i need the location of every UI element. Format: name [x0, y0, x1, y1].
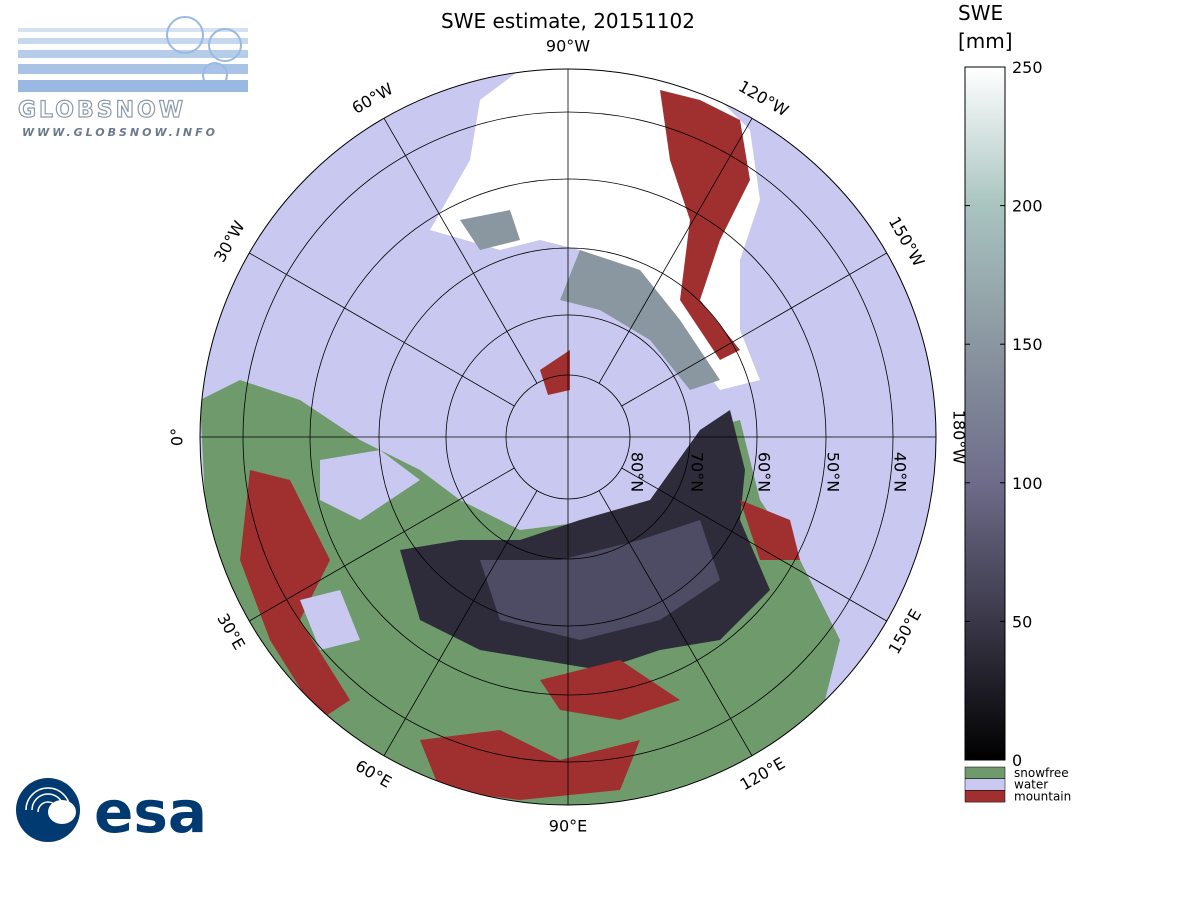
latitude-label: 70°N [688, 452, 707, 492]
legend-swatch [964, 790, 1006, 803]
colorbar-tick-label: 0 [1012, 751, 1022, 770]
meridian [598, 118, 753, 384]
colorbar-ramp [964, 66, 1006, 761]
longitude-label: 180°W [950, 410, 969, 465]
legend-swatch [964, 778, 1006, 791]
globsnow-logo: GLOBSNOW WWW.GLOBSNOW.INFO [17, 16, 248, 139]
colorbar-tick-label: 150 [1012, 335, 1043, 354]
longitude-label: 30°E [213, 610, 249, 653]
longitude-label: 90°W [546, 37, 590, 56]
longitude-label: 60°W [349, 79, 397, 118]
globsnow-text: GLOBSNOW [18, 98, 186, 123]
longitude-label: 30°W [210, 217, 249, 265]
esa-logo: esa [16, 778, 207, 846]
meridian [383, 490, 538, 756]
legend-swatch [964, 766, 1006, 779]
meridian [621, 467, 887, 622]
colorbar: SWE [mm] 0 50 100 150 200 250 snowfreewatermou… [958, 1, 1071, 803]
legend-label: water [1014, 778, 1048, 792]
latitude-label: 50°N [824, 452, 843, 492]
colorbar-tick-label: 200 [1012, 197, 1043, 216]
legend-label: snowfree [1014, 766, 1069, 780]
legend-label: mountain [1014, 789, 1071, 803]
meridian [621, 252, 887, 407]
meridian [249, 252, 515, 407]
globsnow-url: WWW.GLOBSNOW.INFO [22, 126, 218, 139]
colorbar-tick-label: 250 [1012, 58, 1043, 77]
colorbar-label: [mm] [958, 29, 1013, 53]
meridian [383, 118, 538, 384]
longitude-label: 90°E [549, 817, 587, 836]
map-border [199, 68, 937, 806]
latitude-label: 80°N [628, 452, 647, 492]
graticule [200, 69, 936, 805]
colorbar-tick-label: 100 [1012, 474, 1043, 493]
latitude-label: 40°N [891, 452, 910, 492]
title: SWE estimate, 20151102 [441, 9, 695, 33]
colorbar-tick-label: 50 [1012, 612, 1032, 631]
meridian [249, 467, 515, 622]
longitude-label: 0° [168, 428, 187, 446]
colorbar-label: SWE [958, 1, 1003, 25]
latitude-label: 60°N [755, 452, 774, 492]
esa-text: esa [94, 778, 207, 846]
meridian [598, 490, 753, 756]
longitude-label: 60°E [352, 756, 395, 792]
